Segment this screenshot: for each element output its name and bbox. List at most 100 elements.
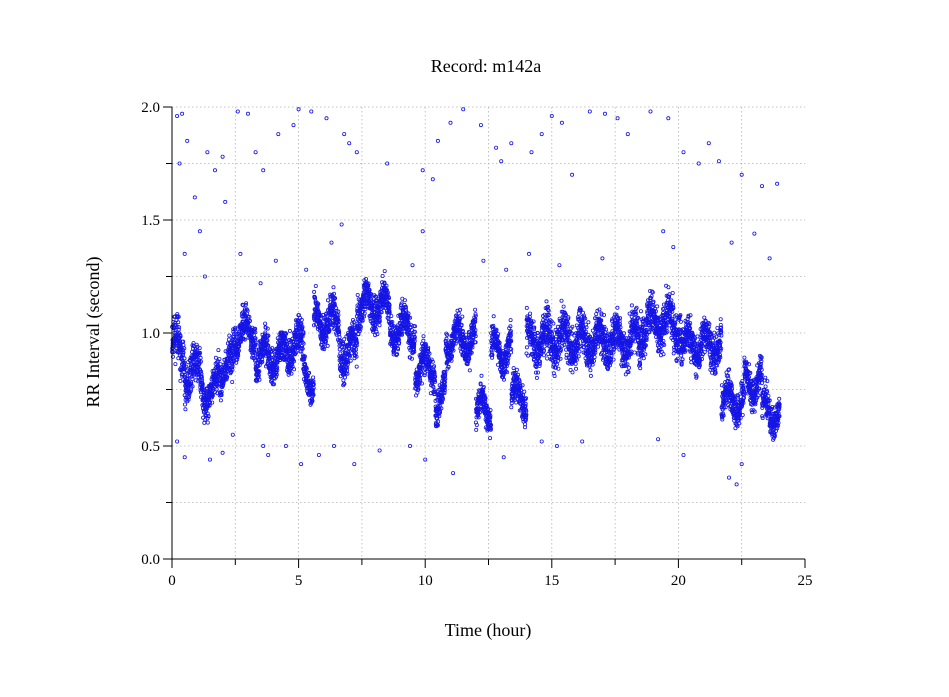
rr-point bbox=[200, 381, 205, 386]
rr-point bbox=[347, 354, 352, 359]
rr-point bbox=[206, 414, 211, 419]
rr-point bbox=[230, 379, 235, 384]
rr-point bbox=[379, 306, 384, 311]
rr-point bbox=[473, 307, 478, 312]
rr-point bbox=[307, 370, 312, 375]
rr-point bbox=[182, 346, 187, 351]
rr-point bbox=[247, 314, 252, 319]
rr-point bbox=[198, 359, 203, 364]
rr-point bbox=[366, 281, 371, 286]
rr-point bbox=[348, 340, 353, 345]
rr-point bbox=[176, 327, 181, 332]
rr-point bbox=[360, 318, 365, 323]
rr-point bbox=[380, 273, 385, 278]
data-points bbox=[170, 107, 782, 487]
rr-point bbox=[371, 321, 376, 326]
rr-point bbox=[266, 333, 271, 338]
rr-point bbox=[241, 303, 246, 308]
rr-point bbox=[373, 333, 378, 338]
rr-point bbox=[299, 317, 304, 322]
rr-point bbox=[263, 325, 268, 330]
rr-point bbox=[355, 340, 360, 345]
rr-point bbox=[509, 405, 514, 410]
rr-point bbox=[311, 382, 316, 387]
rr-point bbox=[332, 301, 337, 306]
rr-point bbox=[180, 352, 185, 357]
rr-point bbox=[488, 436, 493, 441]
rr-point bbox=[324, 335, 329, 340]
rr-point bbox=[230, 367, 235, 372]
rr-point bbox=[374, 294, 379, 299]
rr-point bbox=[341, 378, 346, 383]
rr-point bbox=[629, 303, 634, 308]
rr-point bbox=[524, 305, 529, 310]
rr-point bbox=[511, 366, 516, 371]
rr-point bbox=[337, 335, 342, 340]
rr-point bbox=[300, 324, 305, 329]
rr-point bbox=[377, 319, 382, 324]
rr-point bbox=[574, 366, 579, 371]
rr-point bbox=[586, 320, 591, 325]
rr-point bbox=[594, 312, 599, 317]
rr-point bbox=[252, 351, 257, 356]
rr-point bbox=[310, 398, 315, 403]
rr-point bbox=[199, 369, 204, 374]
rr-point bbox=[570, 370, 575, 375]
rr-point bbox=[588, 368, 593, 373]
rr-point bbox=[293, 351, 298, 356]
rr-point bbox=[358, 326, 363, 331]
rr-point bbox=[402, 298, 407, 303]
rr-point bbox=[253, 342, 258, 347]
rr-point bbox=[371, 301, 376, 306]
rr-point bbox=[336, 309, 341, 314]
rr-point bbox=[183, 373, 188, 378]
rr-point bbox=[301, 330, 306, 335]
rr-point bbox=[257, 377, 262, 382]
rr-point bbox=[491, 314, 496, 319]
rr-point bbox=[336, 318, 341, 323]
rr-point bbox=[183, 407, 188, 412]
rr-point bbox=[205, 406, 210, 411]
rr-point bbox=[542, 353, 547, 358]
rr-point bbox=[318, 313, 323, 318]
rr-point bbox=[235, 351, 240, 356]
rr-point bbox=[265, 338, 270, 343]
rr-point bbox=[186, 376, 191, 381]
rr-point bbox=[253, 336, 258, 341]
rr-point bbox=[205, 420, 210, 425]
rr-point bbox=[187, 394, 192, 399]
grid bbox=[172, 106, 805, 559]
rr-point bbox=[353, 329, 358, 334]
rr-point bbox=[588, 373, 593, 378]
rr-point bbox=[325, 343, 330, 348]
rr-point bbox=[275, 368, 280, 373]
rr-point bbox=[184, 364, 189, 369]
rr-point bbox=[202, 420, 207, 425]
rr-point bbox=[189, 380, 194, 385]
rr-point bbox=[302, 356, 307, 361]
rr-point bbox=[316, 301, 321, 306]
rr-point bbox=[245, 308, 250, 313]
rr-point bbox=[355, 292, 360, 297]
rr-point bbox=[345, 362, 350, 367]
rr-point bbox=[181, 350, 186, 355]
rr-point bbox=[545, 356, 550, 361]
rr-point bbox=[230, 356, 235, 361]
rr-point bbox=[333, 296, 338, 301]
rr-point bbox=[252, 338, 257, 343]
rr-point bbox=[236, 353, 241, 358]
rr-point bbox=[368, 316, 373, 321]
rr-point bbox=[467, 368, 472, 373]
rr-point bbox=[194, 342, 199, 347]
rr-point bbox=[641, 356, 646, 361]
rr-point bbox=[294, 350, 299, 355]
rr-point bbox=[352, 324, 357, 329]
rr-point bbox=[312, 289, 317, 294]
rr-point bbox=[236, 348, 241, 353]
rr-point bbox=[508, 318, 513, 323]
rr-point bbox=[479, 373, 484, 378]
rr-point bbox=[173, 362, 178, 367]
rr-point bbox=[315, 301, 320, 306]
rr-point bbox=[311, 375, 316, 380]
rr-point bbox=[354, 347, 359, 352]
